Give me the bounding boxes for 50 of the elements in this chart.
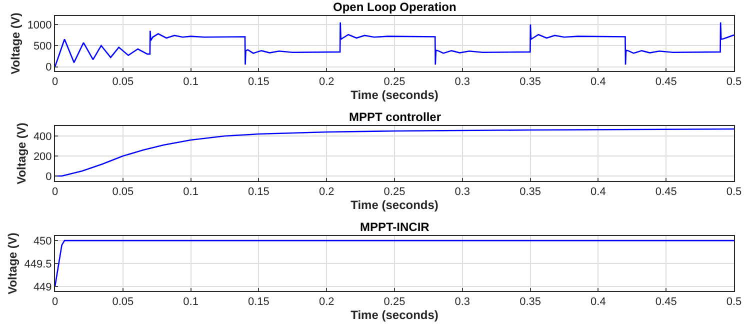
chart-title: Open Loop Operation [333, 0, 456, 14]
x-tick-label: 0.1 [183, 76, 198, 88]
x-tick-label: 0.15 [248, 296, 270, 308]
x-tick-label: 0.4 [590, 186, 606, 198]
x-tick-label: 0.5 [726, 76, 742, 88]
y-tick-label: 450 [33, 235, 52, 248]
x-tick-label: 0.2 [318, 186, 334, 198]
y-tick-label: 500 [33, 40, 52, 52]
y-axis-title: Voltage (V) [6, 232, 20, 294]
x-tick-label: 0.35 [520, 186, 542, 198]
x-tick-label: 0.15 [248, 186, 270, 198]
y-tick-label: 0 [46, 62, 52, 74]
x-tick-label: 0.05 [112, 296, 134, 308]
x-tick-label: 0.25 [384, 186, 406, 198]
line-series [55, 128, 734, 177]
y-tick-label: 400 [33, 130, 52, 143]
x-tick-label: 0.35 [520, 296, 542, 308]
chart-title: MPPT controller [349, 110, 442, 124]
y-tick-label: 0 [46, 170, 52, 183]
x-tick-label: 0.4 [590, 76, 606, 88]
x-tick-label: 0.35 [520, 76, 542, 88]
x-tick-label: 0.45 [655, 186, 677, 198]
x-tick-label: 0.1 [183, 296, 198, 308]
x-tick-label: 0.3 [454, 296, 470, 308]
y-axis-title: Voltage (V) [14, 122, 29, 184]
x-axis-title: Time (seconds) [350, 88, 438, 102]
x-tick-label: 0.3 [454, 186, 470, 198]
x-tick-label: 0.05 [112, 186, 134, 198]
x-tick-label: 0.05 [112, 76, 134, 88]
line-series [55, 22, 734, 68]
y-tick-label: 1000 [27, 19, 52, 32]
x-tick-label: 0.25 [384, 76, 406, 88]
x-axis-title: Time (seconds) [350, 308, 438, 322]
x-tick-label: 0.45 [655, 76, 677, 88]
chart-title: MPPT-INCIR [360, 220, 430, 234]
x-tick-label: 0.45 [655, 296, 677, 308]
x-tick-label: 0.3 [454, 76, 470, 88]
y-tick-label: 449.5 [24, 258, 52, 270]
y-tick-label: 449 [33, 281, 52, 294]
x-tick-label: 0.5 [726, 296, 742, 308]
x-tick-label: 0.2 [318, 76, 334, 88]
x-tick-label: 0.5 [726, 186, 742, 198]
x-axis-title: Time (seconds) [350, 198, 438, 212]
x-tick-label: 0.25 [384, 296, 406, 308]
x-tick-label: 0.2 [318, 296, 334, 308]
y-axis-title: Voltage (V) [8, 12, 23, 74]
y-tick-label: 200 [33, 150, 52, 163]
x-tick-label: 0.15 [248, 76, 270, 88]
x-tick-label: 0.4 [590, 296, 606, 308]
x-tick-label: 0.1 [183, 186, 198, 198]
